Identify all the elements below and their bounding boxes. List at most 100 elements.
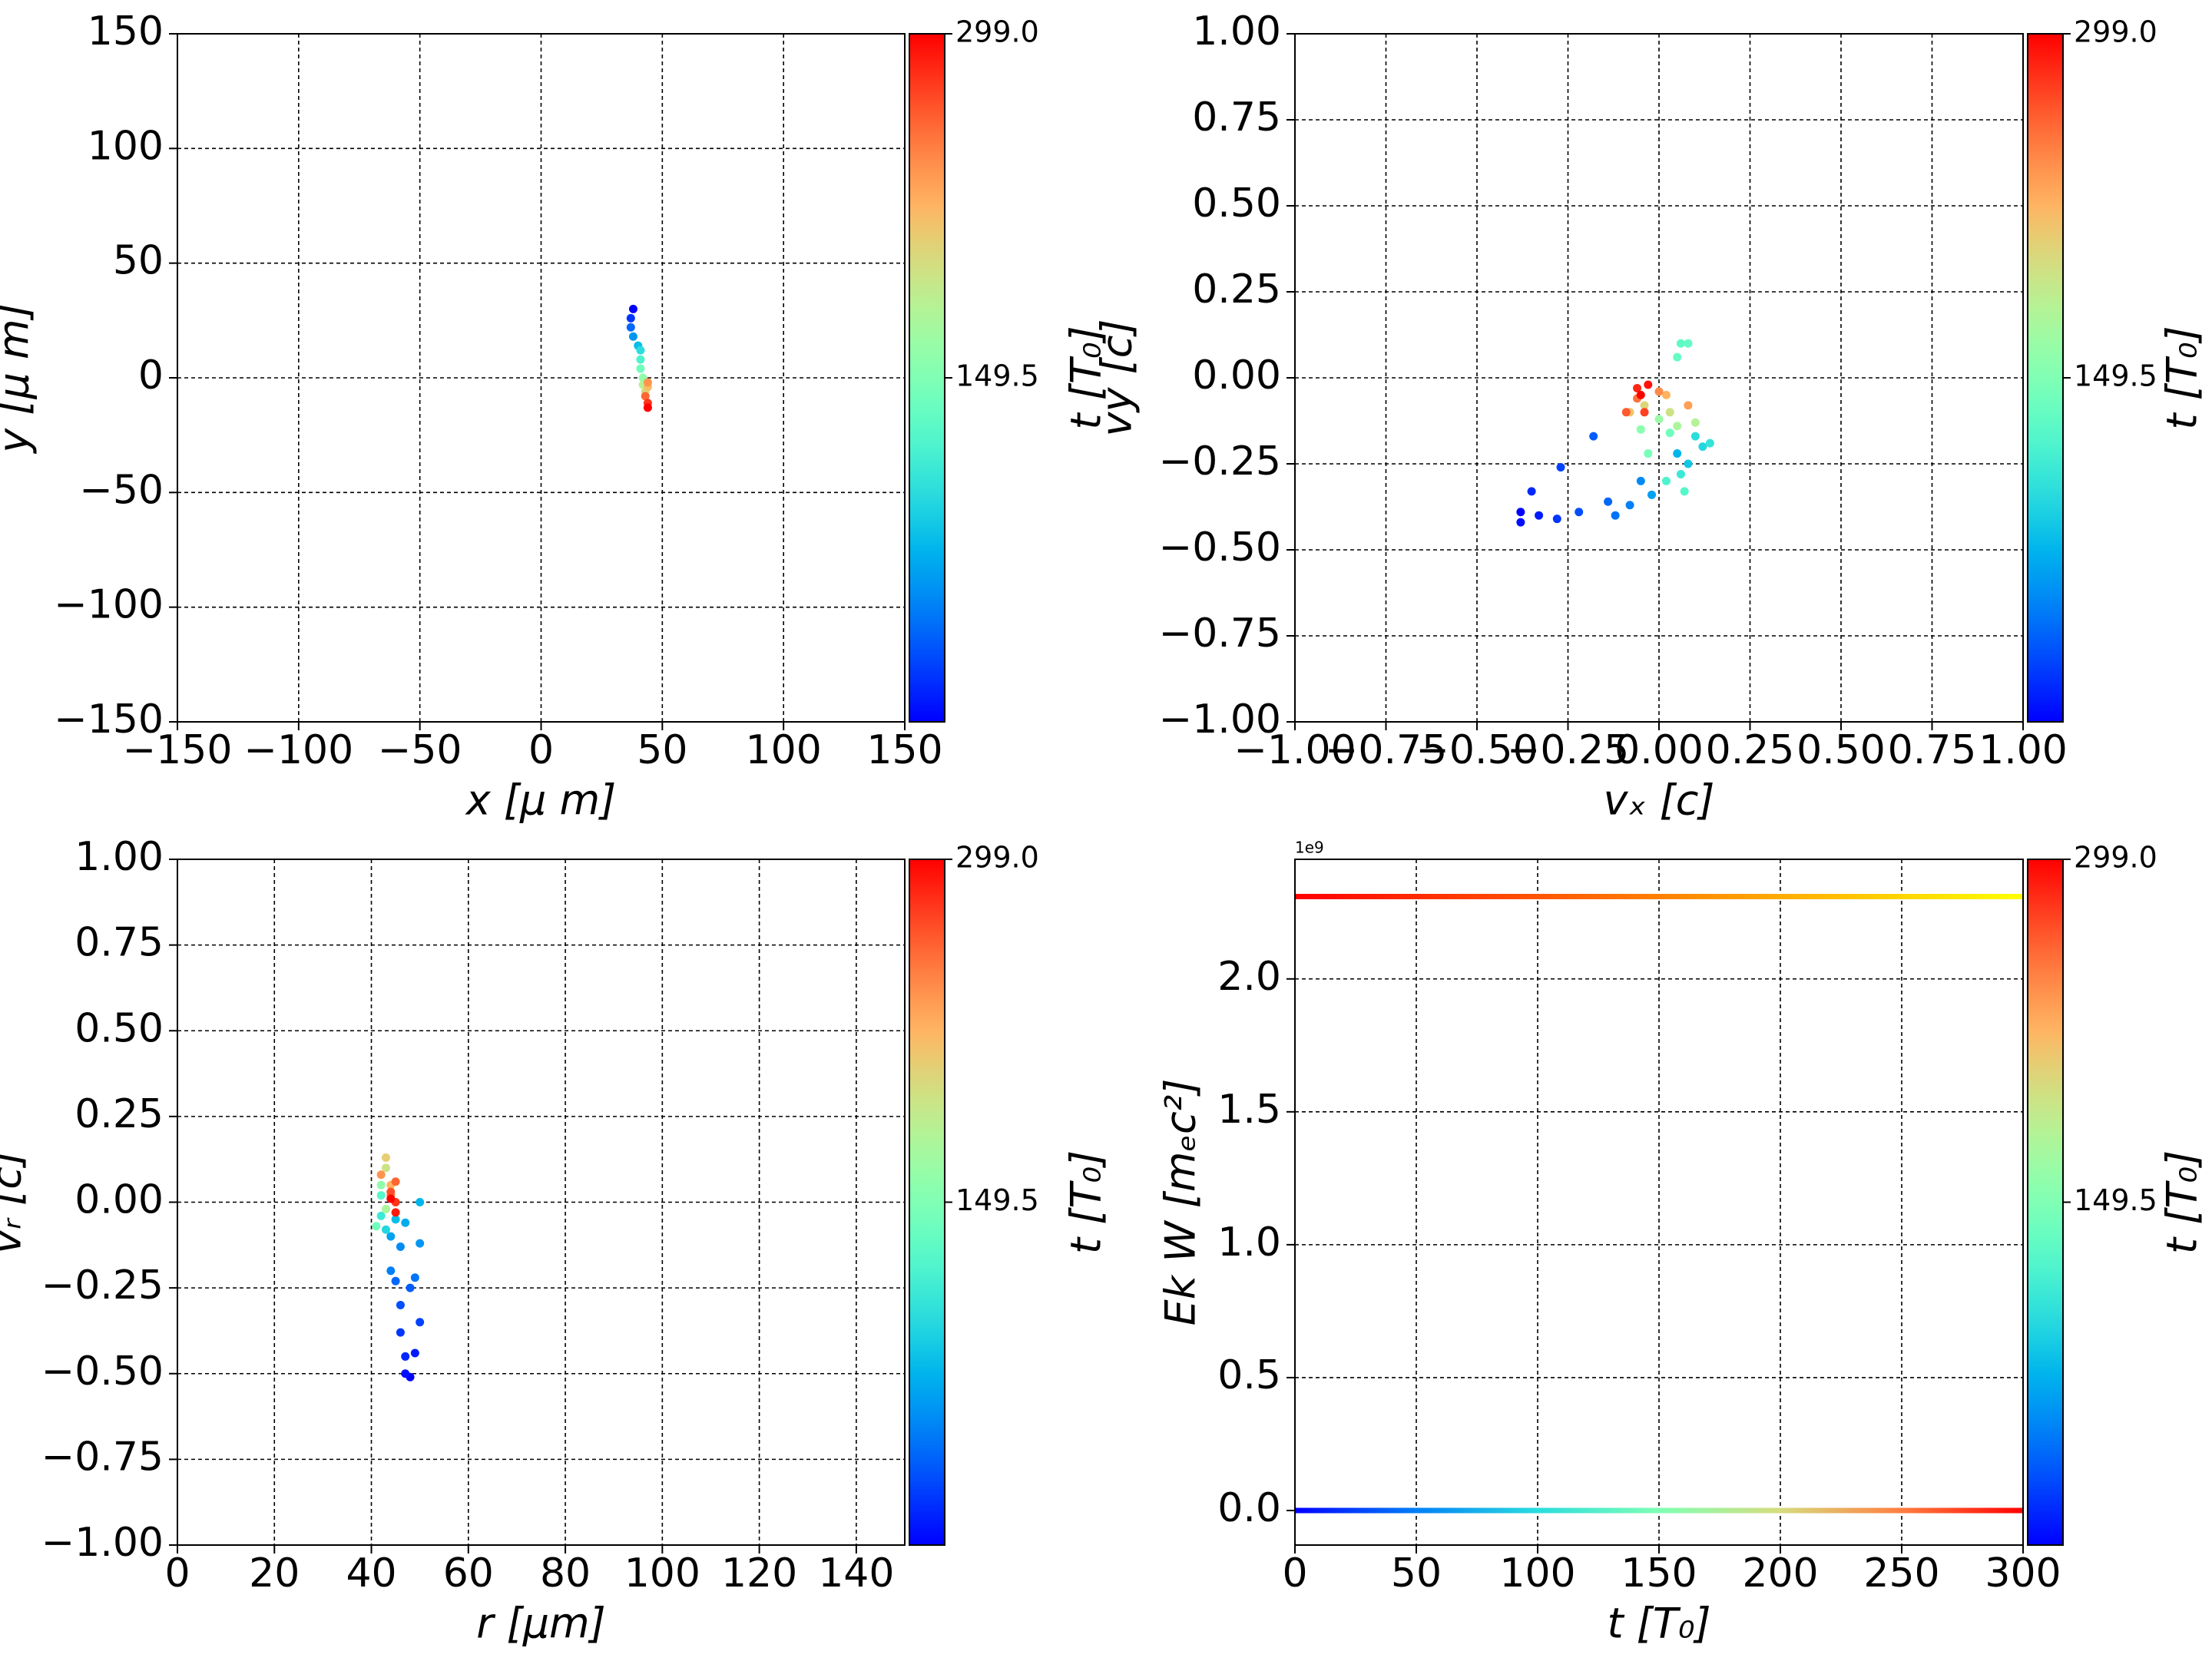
point <box>1661 390 1671 399</box>
point <box>416 1198 425 1206</box>
point <box>1556 462 1565 472</box>
point <box>1698 442 1707 452</box>
point <box>391 1177 400 1186</box>
point <box>1535 511 1544 520</box>
x-tick-label: 0 <box>528 727 554 773</box>
y-tick-label: −1.00 <box>1159 697 1281 743</box>
y-tick-label: −50 <box>79 467 164 513</box>
point <box>641 392 650 401</box>
x-tick-label: 0 <box>1282 1550 1307 1597</box>
point <box>396 1300 405 1309</box>
point <box>626 313 635 323</box>
point <box>636 346 645 355</box>
panel: 0 50 100 150 200 250 300 0.0 0.5 1.0 1.5 2.0 1e9 t [T… <box>1157 839 2207 1648</box>
point <box>1625 501 1634 510</box>
point <box>1636 476 1645 485</box>
y-tick-label: −150 <box>54 697 164 743</box>
y-axis-label: y [μ m] <box>0 303 38 454</box>
point <box>381 1163 390 1173</box>
point <box>1640 408 1649 417</box>
point <box>1644 449 1653 458</box>
x-tick-label: 150 <box>1621 1550 1697 1597</box>
point <box>636 355 645 364</box>
point <box>406 1283 415 1292</box>
point <box>636 364 645 373</box>
y-axis-label: Ek W [mₑc²] <box>1157 1079 1205 1326</box>
axes-frame <box>177 859 906 1546</box>
point <box>1673 449 1682 458</box>
point <box>1644 380 1653 389</box>
x-axis-label: vₓ [c] <box>1604 776 1715 825</box>
x-tick-label: 250 <box>1863 1550 1939 1597</box>
y-tick-label: 1.5 <box>1217 1087 1281 1133</box>
colorbar-tick-label: 299.0 <box>2074 15 2157 49</box>
x-tick-label: −1.00 <box>1233 727 1356 773</box>
colorbar-tick-label: 149.5 <box>2074 1183 2157 1217</box>
point <box>396 1328 405 1337</box>
x-tick-label: 40 <box>346 1550 396 1597</box>
y-tick-label: 0.50 <box>1192 180 1281 227</box>
x-tick-label: 0.00 <box>1614 727 1704 773</box>
y-tick-label: −1.00 <box>41 1520 164 1566</box>
point <box>1552 515 1561 524</box>
y-tick-label: 0.00 <box>1192 352 1281 399</box>
point <box>1633 383 1642 392</box>
colorbar-label: t [T₀] <box>1062 1150 1111 1254</box>
x-tick-label: 100 <box>746 727 822 773</box>
point <box>410 1348 419 1358</box>
point <box>372 1222 381 1231</box>
y-tick-label: 1.00 <box>1192 8 1281 55</box>
point <box>1611 511 1620 520</box>
colorbar-tick-label: 149.5 <box>955 359 1039 393</box>
point <box>1654 415 1664 424</box>
point <box>628 332 637 341</box>
point <box>381 1225 390 1234</box>
point <box>1676 469 1685 478</box>
y-tick-label: −0.25 <box>1159 438 1281 485</box>
point <box>410 1273 419 1282</box>
x-tick-label: 60 <box>443 1550 494 1597</box>
y-tick-label: −0.50 <box>1159 524 1281 571</box>
point <box>1516 518 1525 527</box>
point <box>381 1204 390 1213</box>
colorbar-tick-label: 299.0 <box>955 841 1039 875</box>
y-tick-label: 0.0 <box>1217 1485 1281 1531</box>
y-tick-label: −100 <box>54 582 164 628</box>
point <box>386 1266 396 1276</box>
point <box>391 1276 400 1286</box>
point <box>1665 429 1674 438</box>
x-tick-label: 50 <box>1391 1550 1442 1597</box>
x-tick-label: −0.25 <box>1507 727 1629 773</box>
y-tick-label: −0.25 <box>41 1262 164 1309</box>
y-tick-label: −0.75 <box>41 1434 164 1480</box>
point <box>376 1180 386 1190</box>
colorbar <box>2027 859 2064 1546</box>
point <box>1705 438 1714 448</box>
x-tick-label: 100 <box>1499 1550 1575 1597</box>
point <box>391 1208 400 1217</box>
y-tick-label: 50 <box>113 238 164 284</box>
point <box>1673 422 1682 431</box>
point <box>628 304 637 313</box>
x-tick-label: 0.50 <box>1796 727 1886 773</box>
y-tick-label: 100 <box>88 123 164 169</box>
point <box>1673 352 1682 362</box>
point <box>1621 408 1631 417</box>
x-tick-label: 150 <box>866 727 942 773</box>
panel: 0 20 40 60 80 100 120 140 −1.00 −0.75 −0.50 −0.25 0.… <box>0 834 1111 1648</box>
point <box>386 1194 396 1203</box>
point <box>1690 432 1700 441</box>
point <box>1575 508 1584 517</box>
y-tick-label: 150 <box>88 8 164 55</box>
point <box>376 1191 386 1200</box>
offset-label: 1e9 <box>1295 839 1324 857</box>
y-tick-label: 0.00 <box>75 1177 164 1223</box>
x-tick-label: 0.75 <box>1888 727 1977 773</box>
point <box>643 378 652 387</box>
x-tick-label: 80 <box>540 1550 591 1597</box>
point <box>1690 418 1700 427</box>
x-tick-label: 300 <box>1985 1550 2061 1597</box>
point <box>626 323 635 332</box>
point <box>401 1218 410 1227</box>
